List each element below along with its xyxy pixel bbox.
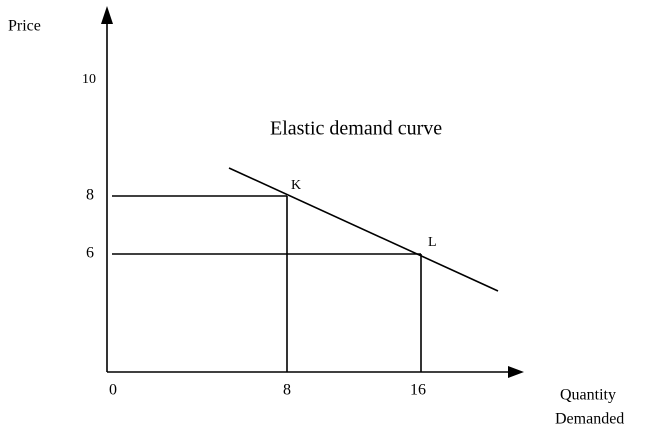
y-tick-label: 10 (82, 72, 96, 87)
y-axis-label: Price (8, 18, 41, 35)
x-tick-label: 8 (283, 382, 291, 399)
x-tick-label: 0 (109, 382, 117, 399)
y-tick-label: 8 (86, 187, 94, 204)
y-tick-label: 6 (86, 245, 94, 262)
x-axis-label: Quantity (560, 387, 616, 404)
x-axis-label: Demanded (555, 411, 624, 428)
point-label: K (291, 178, 301, 193)
x-tick-label: 16 (410, 382, 426, 399)
y-axis-arrow (101, 6, 113, 24)
x-axis-arrow (508, 366, 524, 378)
curve-label: Elastic demand curve (270, 118, 442, 140)
point-label: L (428, 235, 437, 250)
demand-curve (228, 167, 499, 292)
